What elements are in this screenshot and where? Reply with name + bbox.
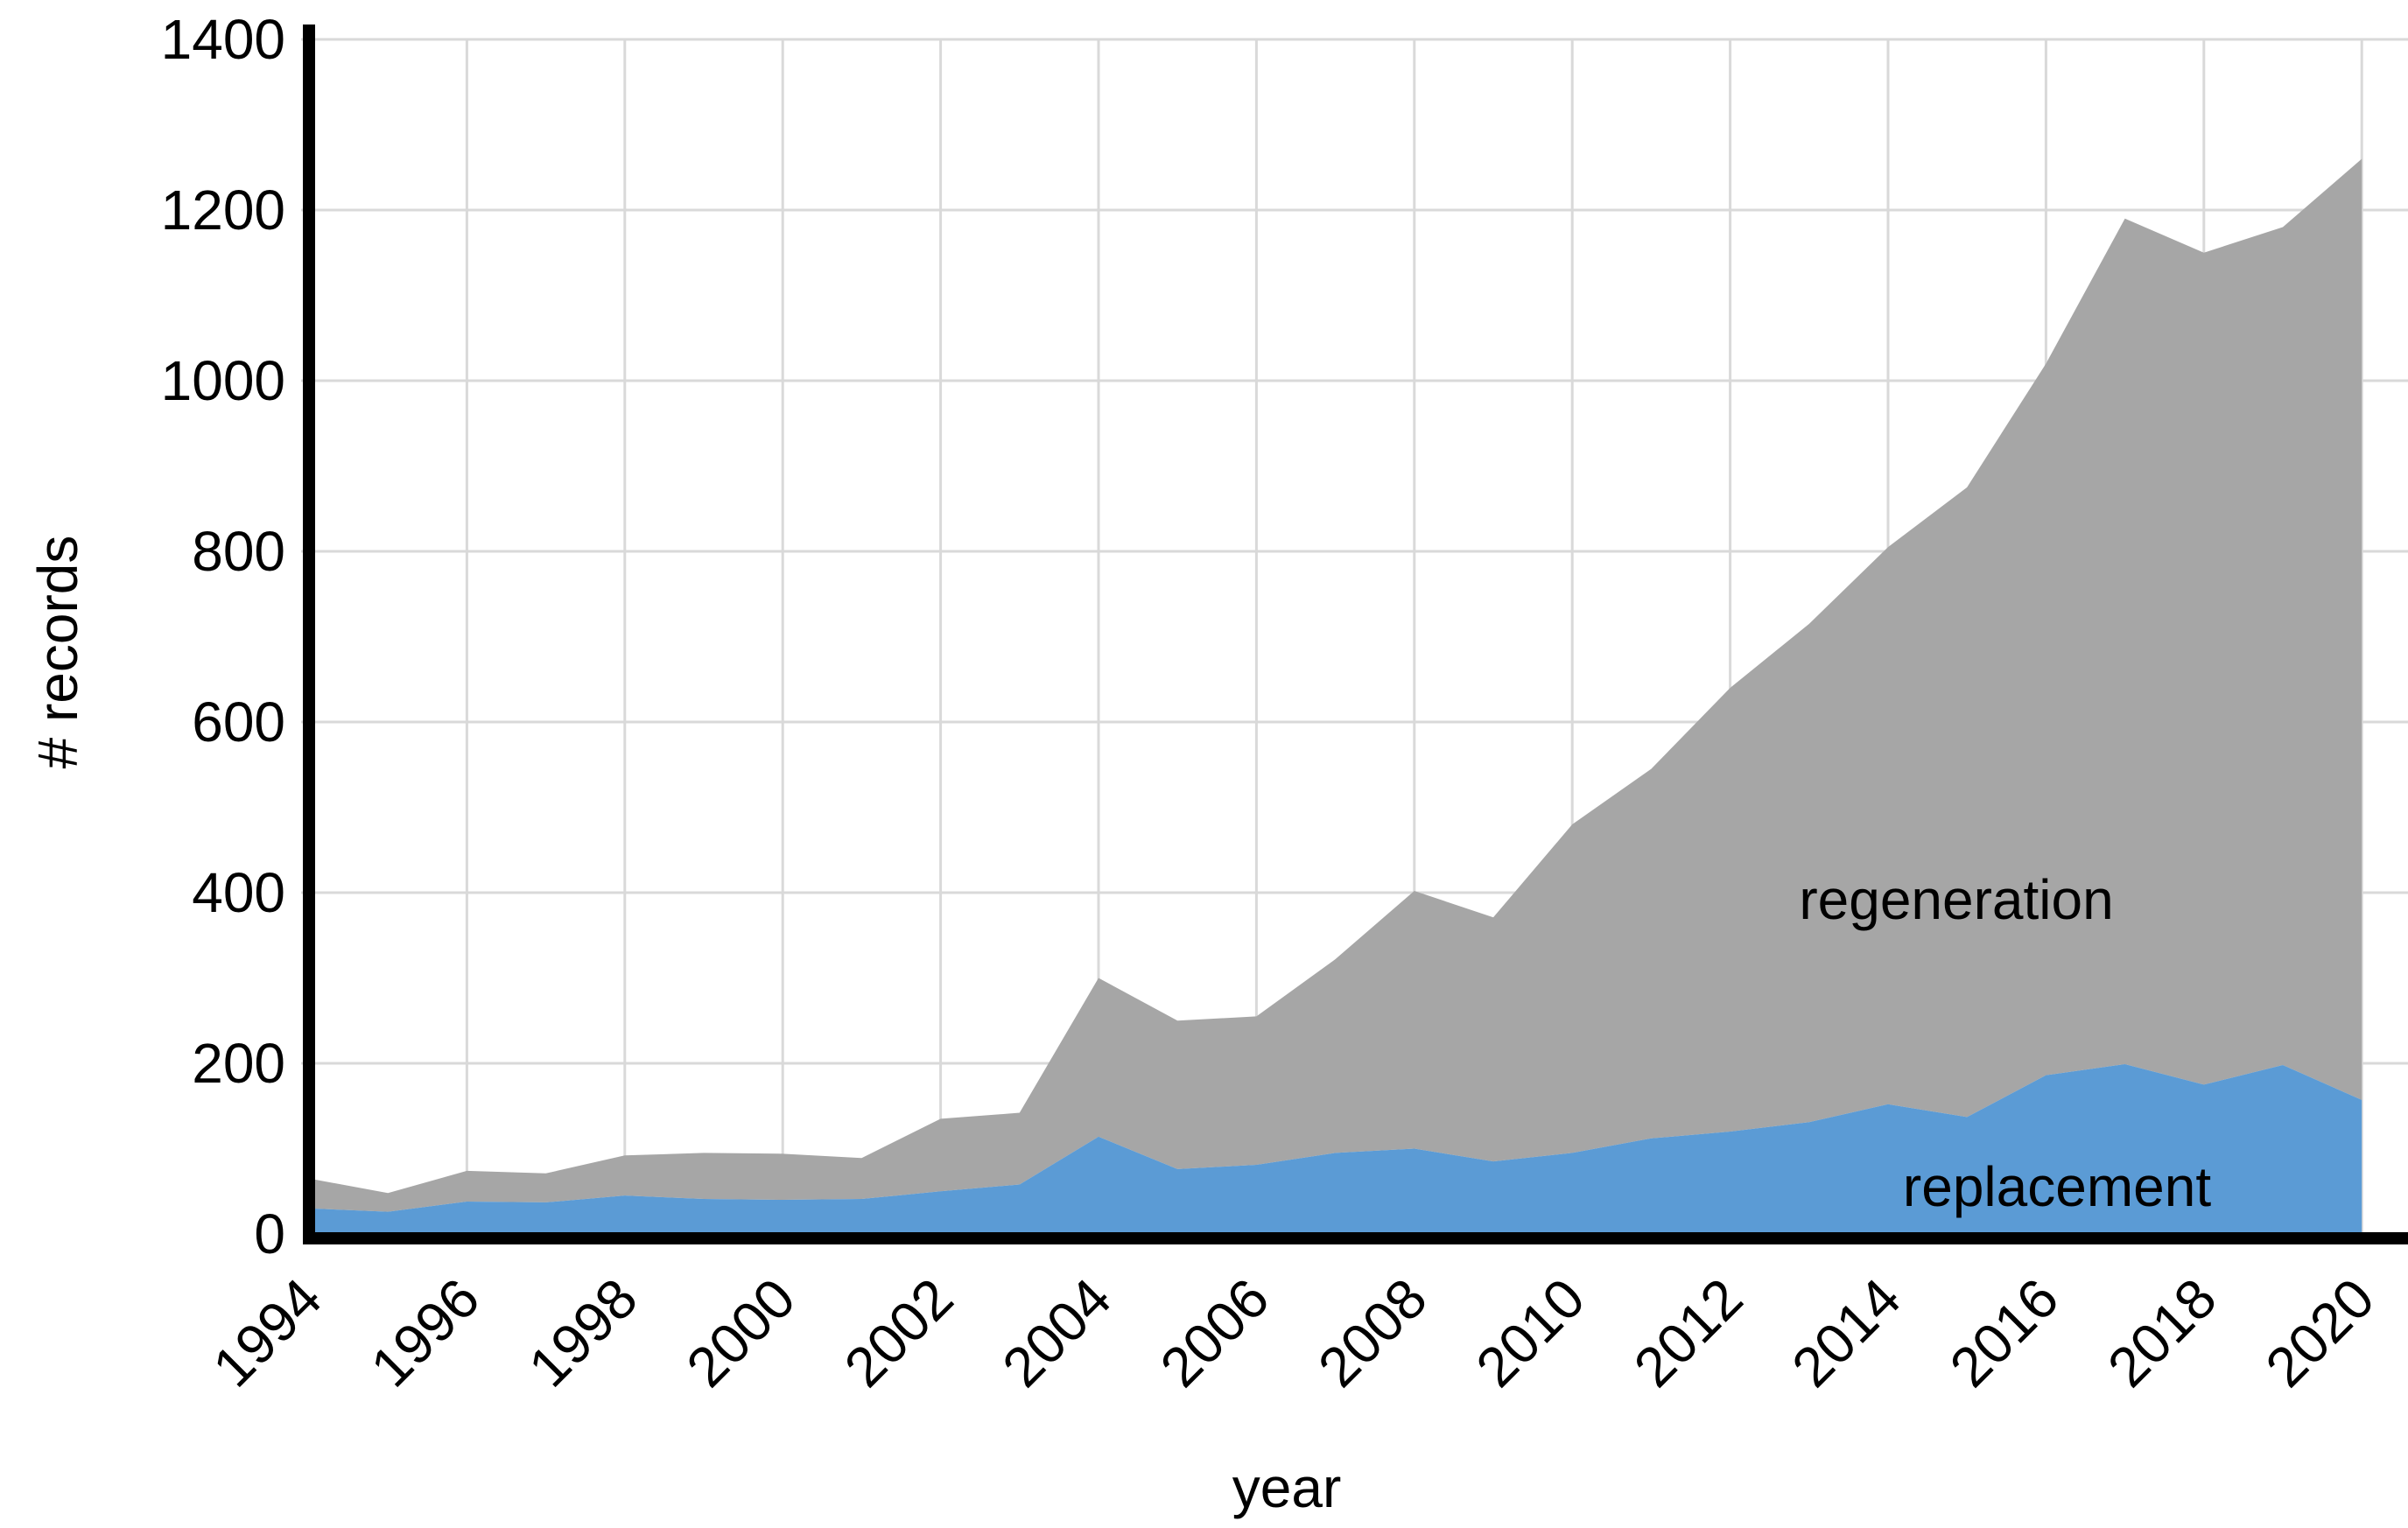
x-axis-line — [303, 1232, 2408, 1244]
y-tick-label-1400: 1400 — [161, 8, 285, 71]
y-tick-label-1000: 1000 — [161, 349, 285, 412]
x-tick-label-1998: 1998 — [516, 1266, 649, 1399]
area-replacement — [309, 1063, 2362, 1236]
x-tick-label-2012: 2012 — [1622, 1266, 1755, 1399]
x-tick-label-2004: 2004 — [990, 1266, 1123, 1399]
x-tick-label-1994: 1994 — [200, 1266, 333, 1399]
y-axis-line — [303, 25, 315, 1244]
x-tick-label-2002: 2002 — [832, 1266, 965, 1399]
x-tick-label-1996: 1996 — [359, 1266, 492, 1399]
series-label-replacement: replacement — [1902, 1155, 2212, 1218]
x-tick-label-2010: 2010 — [1464, 1266, 1597, 1399]
x-tick-label-2020: 2020 — [2254, 1266, 2387, 1399]
y-tick-label-600: 600 — [192, 690, 285, 753]
x-tick-label-2018: 2018 — [2096, 1266, 2229, 1399]
y-axis-title: # records — [26, 535, 89, 769]
x-tick-label-2016: 2016 — [1938, 1266, 2071, 1399]
series-label-regeneration: regeneration — [1799, 868, 2114, 931]
x-tick-label-2000: 2000 — [675, 1266, 808, 1399]
y-tick-label-1200: 1200 — [161, 179, 285, 242]
y-tick-label-0: 0 — [254, 1202, 285, 1265]
x-tick-label-2014: 2014 — [1780, 1266, 1913, 1399]
y-tick-label-200: 200 — [192, 1032, 285, 1095]
x-tick-label-2008: 2008 — [1306, 1266, 1439, 1399]
x-axis-title: year — [1232, 1456, 1342, 1519]
area-regeneration — [309, 158, 2362, 1212]
y-tick-label-800: 800 — [192, 520, 285, 583]
x-tick-label-2006: 2006 — [1148, 1266, 1281, 1399]
y-tick-label-400: 400 — [192, 861, 285, 924]
